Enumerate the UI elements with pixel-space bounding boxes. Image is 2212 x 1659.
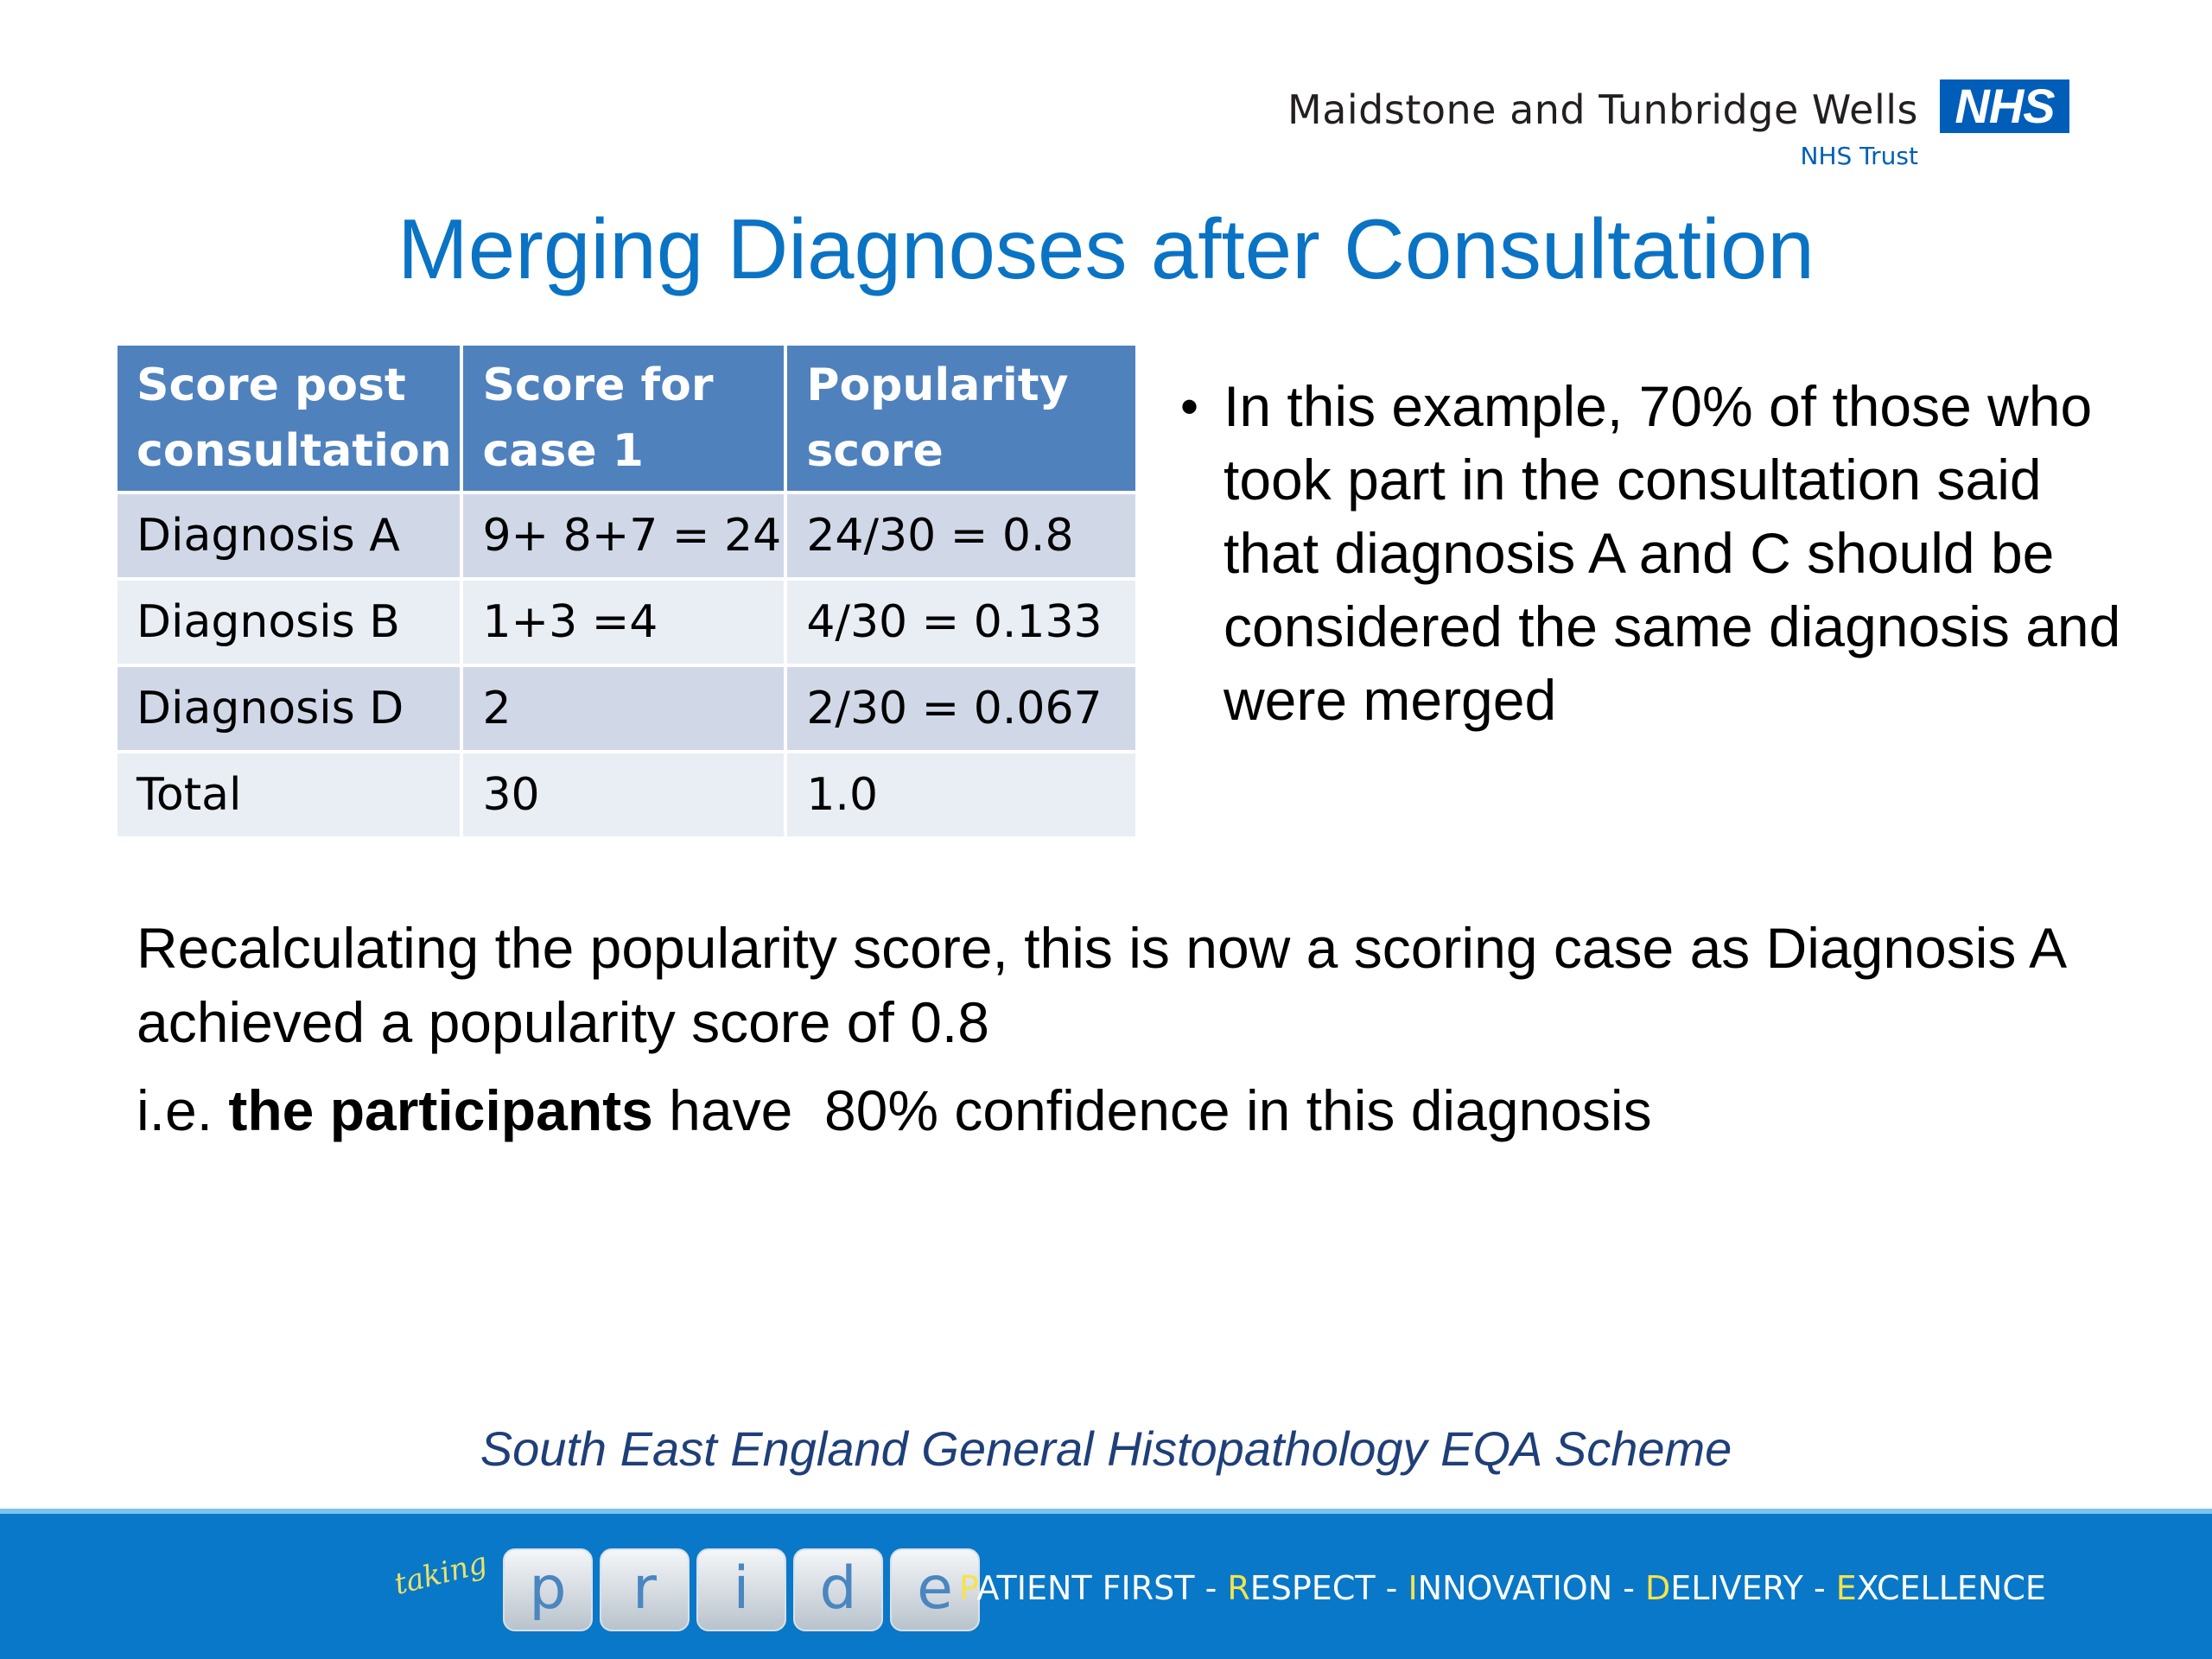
table-row: Total 30 1.0	[113, 750, 1139, 840]
trust-subtitle: NHS Trust	[1800, 142, 1919, 170]
value-initial: I	[1408, 1569, 1418, 1607]
column-header: Score post consultation	[113, 342, 464, 494]
table-header-row: Score post consultation Score for case 1…	[113, 342, 1139, 494]
trust-values: PATIENT FIRST - RESPECT - INNOVATION - D…	[959, 1567, 2046, 1609]
table-cell: 1+3 =4	[460, 577, 788, 667]
value-rest: ELIVERY	[1670, 1569, 1803, 1607]
trust-name: Maidstone and Tunbridge Wells	[1287, 86, 1918, 133]
pride-logo: p r i d e	[503, 1548, 980, 1631]
score-table: Score post consultation Score for case 1…	[113, 342, 1139, 840]
value-initial: P	[959, 1569, 977, 1607]
table-cell: 9+ 8+7 = 24	[460, 491, 788, 581]
trust-logo: Maidstone and Tunbridge Wells NHS Trust …	[1205, 76, 2069, 180]
table-cell: Diagnosis D	[113, 664, 464, 753]
confidence-prefix: i.e.	[137, 1078, 229, 1142]
confidence-paragraph: i.e. the participants have 80% confidenc…	[137, 1073, 2124, 1147]
value-separator: -	[1375, 1569, 1408, 1607]
nhs-logo: NHS	[1940, 79, 2069, 133]
table-cell: 2/30 = 0.067	[784, 664, 1139, 753]
pride-tile: d	[793, 1548, 883, 1631]
column-header: Popularity score	[784, 342, 1139, 494]
table-row: Diagnosis B 1+3 =4 4/30 = 0.133	[113, 577, 1139, 667]
table-cell: 30	[460, 750, 788, 840]
table-cell: Total	[113, 750, 464, 840]
confidence-suffix: have 80% confidence in this diagnosis	[652, 1078, 1652, 1142]
table-cell: 1.0	[784, 750, 1139, 840]
recalculation-paragraph: Recalculating the popularity score, this…	[137, 916, 2064, 1054]
table-row: Diagnosis D 2 2/30 = 0.067	[113, 664, 1139, 753]
slide-title: Merging Diagnoses after Consultation	[397, 201, 1815, 296]
footer-band: taking p r i d e PATIENT FIRST - RESPECT…	[0, 1509, 2212, 1659]
taking-text: taking	[391, 1545, 491, 1602]
value-rest: XCELLENCE	[1856, 1569, 2046, 1607]
pride-tile: r	[600, 1548, 690, 1631]
table-cell: Diagnosis B	[113, 577, 464, 667]
table-cell: 2	[460, 664, 788, 753]
value-rest: ATIENT FIRST	[976, 1569, 1195, 1607]
value-separator: -	[1194, 1569, 1228, 1607]
scheme-caption: South East England General Histopatholog…	[480, 1421, 1732, 1476]
confidence-emphasis: the participants	[228, 1078, 653, 1142]
pride-tile: e	[890, 1548, 980, 1631]
value-initial: R	[1227, 1569, 1250, 1607]
value-separator: -	[1612, 1569, 1646, 1607]
value-separator: -	[1802, 1569, 1836, 1607]
bullet-point: • In this example, 70% of those who took…	[1175, 370, 2143, 737]
column-header: Score for case 1	[460, 342, 788, 494]
table-cell: 24/30 = 0.8	[784, 491, 1139, 581]
pride-tile: p	[503, 1548, 593, 1631]
value-initial: D	[1645, 1569, 1671, 1607]
table-cell: Diagnosis A	[113, 491, 464, 581]
bullet-icon: •	[1180, 378, 1199, 435]
bullet-text: In this example, 70% of those who took p…	[1224, 374, 2121, 732]
table-cell: 4/30 = 0.133	[784, 577, 1139, 667]
table-row: Diagnosis A 9+ 8+7 = 24 24/30 = 0.8	[113, 491, 1139, 581]
value-initial: E	[1835, 1569, 1857, 1607]
pride-tile: i	[696, 1548, 786, 1631]
value-rest: ESPECT	[1249, 1569, 1376, 1607]
value-rest: NNOVATION	[1417, 1569, 1613, 1607]
